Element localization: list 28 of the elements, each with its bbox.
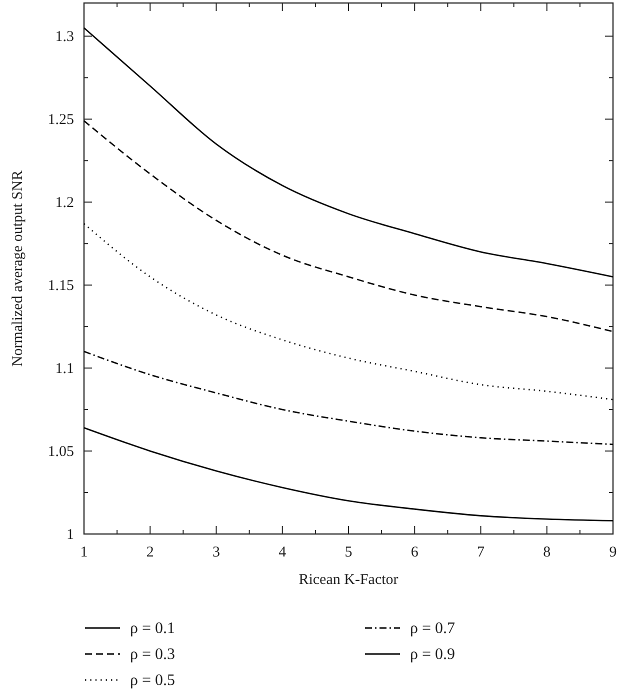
legend-label: ρ = 0.7 (410, 620, 456, 637)
line-series (83, 120, 614, 332)
y-tick-label: 1 (66, 526, 74, 543)
line-series (83, 427, 614, 522)
x-tick-label: 3 (212, 544, 220, 561)
x-tick-label: 8 (543, 544, 551, 561)
x-tick-label: 4 (278, 544, 287, 561)
x-tick-label: 6 (410, 544, 419, 561)
line-series (83, 222, 614, 400)
y-tick-label: 1.15 (48, 278, 74, 294)
line-series (83, 350, 614, 446)
y-axis-title: Normalized average output SNR (10, 170, 26, 367)
legend-label: ρ = 0.1 (130, 620, 176, 637)
y-tick-label: 1.25 (48, 112, 74, 128)
x-tick-label: 9 (609, 544, 617, 561)
y-tick-label: 1.05 (48, 444, 74, 460)
x-tick-label: 5 (344, 544, 352, 561)
line-series (83, 27, 614, 278)
x-tick-label: 1 (80, 544, 88, 561)
legend-label: ρ = 0.9 (410, 646, 456, 663)
y-tick-label: 1.3 (55, 28, 74, 45)
x-axis-title: Ricean K-Factor (298, 572, 398, 588)
legend-label: ρ = 0.3 (130, 646, 176, 663)
y-tick-label: 1.2 (55, 194, 74, 211)
x-tick-label: 2 (146, 544, 154, 561)
y-tick-label: 1.1 (55, 360, 74, 377)
legend-label: ρ = 0.5 (130, 672, 176, 689)
x-tick-label: 7 (477, 544, 485, 561)
